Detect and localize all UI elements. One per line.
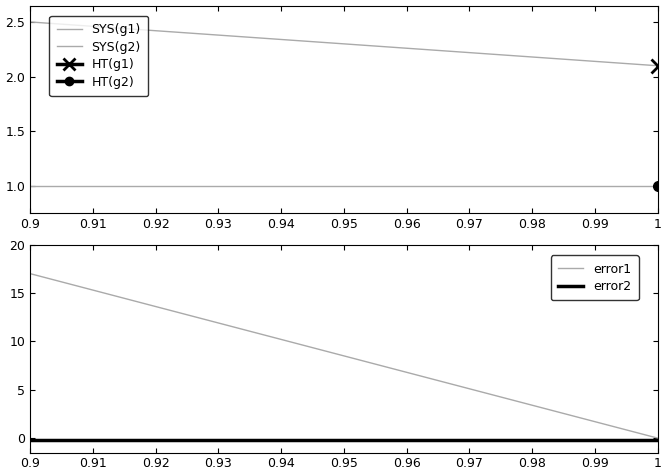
Legend: error1, error2: error1, error2 [550,255,639,300]
Legend: SYS(g1), SYS(g2), HT(g1), HT(g2): SYS(g1), SYS(g2), HT(g1), HT(g2) [49,16,148,96]
